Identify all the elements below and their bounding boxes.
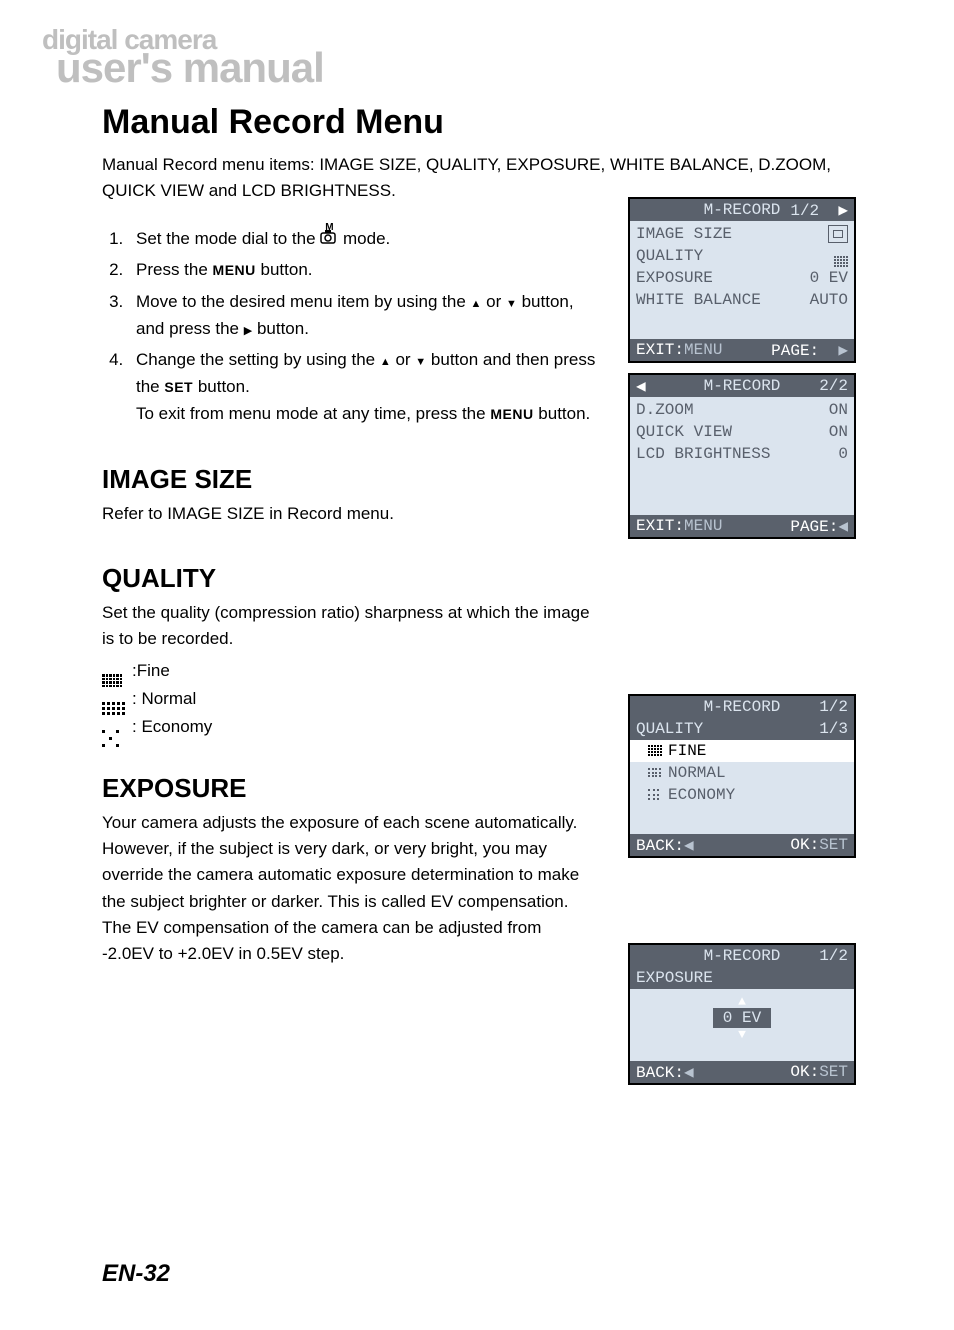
step-4: Change the setting by using the or butto…	[128, 346, 598, 428]
up-arrow-icon	[380, 350, 391, 369]
logo-bottom: user's manual	[56, 50, 914, 86]
set-label: SET	[164, 379, 193, 395]
quality-body: Set the quality (compression ratio) shar…	[102, 600, 592, 653]
step-3: Move to the desired menu item by using t…	[128, 288, 598, 342]
page-number: EN-32	[102, 1260, 170, 1288]
page-title: Manual Record Menu	[102, 103, 914, 142]
fine-icon	[102, 662, 124, 680]
step-2: Press the MENU button.	[128, 256, 598, 283]
lcd-screen-quality: M-RECORD 1/2 QUALITY1/3 FINE NORMAL ECON…	[628, 694, 856, 858]
manual-logo: digital camera user's manual	[40, 30, 914, 85]
step-1: Set the mode dial to the mode.	[128, 225, 598, 252]
mode-dial-icon	[320, 228, 338, 246]
economy-icon	[102, 718, 124, 736]
down-arrow-icon	[415, 350, 426, 369]
lcd-screen-1: M-RECORD 1/2 ▶ IMAGE SIZE QUALITY EXPOSU…	[628, 197, 856, 363]
image-size-body: Refer to IMAGE SIZE in Record menu.	[102, 501, 592, 527]
quality-grid-icon	[834, 245, 848, 267]
down-arrow-icon	[506, 292, 517, 311]
right-arrow-icon	[244, 319, 252, 338]
lcd-screen-exposure: M-RECORD 1/2 EXPOSURE ▲ 0 EV ▼ BACK:◀ OK…	[628, 943, 856, 1085]
quality-fine-row: :Fine	[102, 661, 914, 681]
lcd-screen-2: ◀ M-RECORD 2/2 D.ZOOMON QUICK VIEWON LCD…	[628, 373, 856, 539]
instruction-list: Set the mode dial to the mode. Press the…	[128, 225, 598, 427]
up-arrow-icon	[471, 292, 482, 311]
normal-icon	[102, 690, 124, 708]
down-arrow-icon: ▼	[636, 1028, 848, 1041]
image-size-icon	[828, 225, 848, 243]
exposure-value: 0 EV	[713, 1008, 771, 1028]
menu-label: MENU	[213, 262, 256, 278]
exposure-body: Your camera adjusts the exposure of each…	[102, 810, 592, 968]
intro-text: Manual Record menu items: IMAGE SIZE, QU…	[102, 152, 842, 203]
menu-label: MENU	[490, 406, 533, 422]
quality-heading: QUALITY	[102, 563, 914, 594]
up-arrow-icon: ▲	[636, 995, 848, 1008]
